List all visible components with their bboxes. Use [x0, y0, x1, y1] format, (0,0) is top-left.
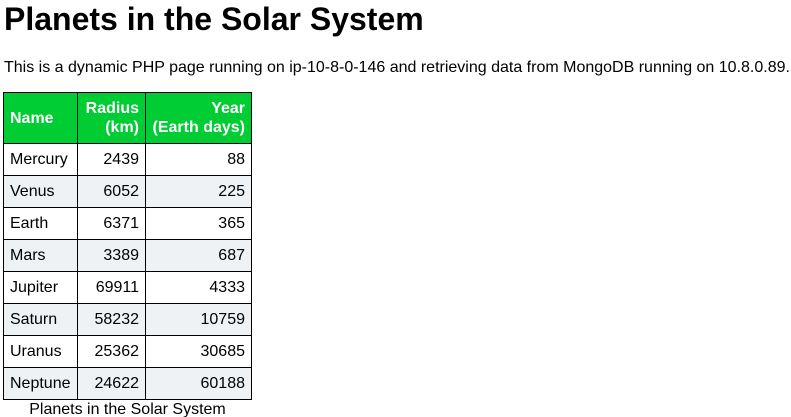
table-row: Jupiter 69911 4333 — [3, 271, 252, 304]
planets-table: Planets in the Solar System Name Radius … — [3, 92, 252, 417]
planet-name-cell: Saturn — [3, 303, 78, 336]
planet-radius-cell: 58232 — [77, 303, 146, 336]
planet-radius-cell: 6052 — [77, 175, 146, 208]
page-title: Planets in the Solar System — [4, 1, 424, 37]
table-row: Mars 3389 687 — [3, 239, 252, 272]
column-header-name: Name — [3, 92, 78, 144]
planet-year-cell: 225 — [145, 175, 252, 208]
planet-year-cell: 4333 — [145, 271, 252, 304]
planet-name-cell: Earth — [3, 207, 78, 240]
table-header-row: Name Radius (km) Year (Earth days) — [3, 92, 252, 144]
column-header-radius: Radius (km) — [77, 92, 146, 144]
planet-year-cell: 687 — [145, 239, 252, 272]
table-row: Venus 6052 225 — [3, 175, 252, 208]
intro-text: This is a dynamic PHP page running on ip… — [4, 59, 790, 76]
table-row: Mercury 2439 88 — [3, 143, 252, 176]
planet-radius-cell: 25362 — [77, 335, 146, 368]
planet-name-cell: Uranus — [3, 335, 78, 368]
planet-name-cell: Jupiter — [3, 271, 78, 304]
planet-year-cell: 88 — [145, 143, 252, 176]
planet-name-cell: Venus — [3, 175, 78, 208]
planet-radius-cell: 2439 — [77, 143, 146, 176]
planet-radius-cell: 24622 — [77, 367, 146, 400]
planet-year-cell: 10759 — [145, 303, 252, 336]
planet-year-cell: 60188 — [145, 367, 252, 400]
planet-radius-cell: 6371 — [77, 207, 146, 240]
column-header-year-line1: Year — [211, 100, 245, 117]
planet-name-cell: Mercury — [3, 143, 78, 176]
planet-year-cell: 30685 — [145, 335, 252, 368]
table-row: Earth 6371 365 — [3, 207, 252, 240]
column-header-year-line2: (Earth days) — [152, 119, 245, 136]
column-header-name-label: Name — [10, 109, 54, 127]
planet-radius-cell: 69911 — [77, 271, 146, 304]
table-caption: Planets in the Solar System — [29, 401, 226, 417]
planet-year-cell: 365 — [145, 207, 252, 240]
table-row: Neptune 24622 60188 — [3, 367, 252, 400]
table-row: Saturn 58232 10759 — [3, 303, 252, 336]
planet-name-cell: Mars — [3, 239, 78, 272]
planet-name-cell: Neptune — [3, 367, 78, 400]
table-row: Uranus 25362 30685 — [3, 335, 252, 368]
column-header-radius-line2: (km) — [105, 119, 139, 136]
column-header-year: Year (Earth days) — [145, 92, 252, 144]
planet-radius-cell: 3389 — [77, 239, 146, 272]
column-header-radius-line1: Radius — [85, 100, 139, 117]
